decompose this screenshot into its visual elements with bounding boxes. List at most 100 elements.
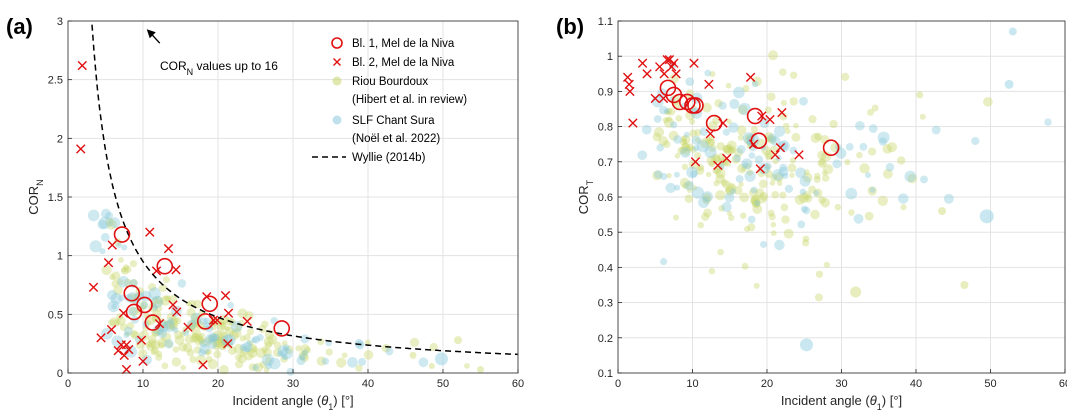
riou-bourdoux-point <box>666 172 672 179</box>
riou-bourdoux-point <box>780 203 789 212</box>
bl1-circle-marker <box>156 257 174 275</box>
riou-bourdoux-point <box>708 138 716 146</box>
riou-bourdoux-point <box>263 336 274 347</box>
riou-bourdoux-point <box>172 346 180 353</box>
slf-chant-sura-point <box>252 335 261 344</box>
slf-chant-sura-point <box>148 287 161 300</box>
x-label-subscript: 1 <box>877 402 882 412</box>
bl2-x-marker <box>669 58 679 68</box>
y-tick-label: 0.6 <box>598 192 613 204</box>
riou-bourdoux-point <box>746 169 754 176</box>
riou-bourdoux-point <box>233 343 244 354</box>
riou-bourdoux-point <box>793 122 799 129</box>
riou-bourdoux-point <box>681 138 688 145</box>
riou-bourdoux-point <box>704 136 712 144</box>
riou-bourdoux-point <box>689 129 697 138</box>
riou-bourdoux-point <box>750 125 759 133</box>
riou-bourdoux-point <box>737 163 747 174</box>
riou-bourdoux-point <box>304 346 311 354</box>
slf-chant-sura-point <box>641 124 652 135</box>
slf-chant-sura-point <box>754 155 764 165</box>
riou-bourdoux-point <box>701 102 712 113</box>
riou-bourdoux-point <box>822 164 834 175</box>
riou-bourdoux-point <box>681 163 689 171</box>
riou-bourdoux-point <box>150 348 158 356</box>
riou-bourdoux-point <box>118 257 124 263</box>
riou-bourdoux-point <box>255 347 267 359</box>
bl1-circle-marker <box>123 284 141 302</box>
riou-bourdoux-point <box>189 355 197 364</box>
riou-bourdoux-point <box>778 68 787 76</box>
legend-slf-label: SLF Chant Sura <box>352 115 435 127</box>
y-tick-label: 0.2 <box>598 333 613 345</box>
riou-bourdoux-point <box>240 346 250 355</box>
y-tick-label: 0.5 <box>48 309 63 321</box>
riou-bourdoux-point <box>726 182 737 194</box>
slf-chant-sura-point <box>744 170 756 182</box>
riou-bourdoux-point <box>706 155 717 166</box>
riou-bourdoux-point <box>247 340 254 347</box>
riou-bourdoux-point <box>111 279 120 288</box>
background-outlier-point <box>960 281 969 289</box>
riou-bourdoux-point <box>234 360 244 369</box>
slf-chant-sura-point <box>209 334 218 343</box>
slf-chant-sura-point <box>157 328 167 339</box>
riou-bourdoux-point <box>789 157 797 164</box>
riou-bourdoux-point <box>764 169 773 178</box>
slf-chant-sura-point <box>100 208 111 219</box>
riou-bourdoux-point <box>679 177 690 188</box>
riou-bourdoux-point <box>787 163 797 173</box>
riou-bourdoux-point <box>740 212 747 219</box>
slf-chant-sura-point <box>151 304 159 311</box>
riou-bourdoux-point <box>217 336 224 343</box>
legend-bl1-marker <box>331 37 343 49</box>
riou-bourdoux-point <box>702 192 712 202</box>
riou-bourdoux-point <box>724 146 734 156</box>
slf-chant-sura-point <box>87 209 100 222</box>
riou-bourdoux-point <box>182 343 193 353</box>
riou-bourdoux-point <box>301 350 307 357</box>
riou-bourdoux-point <box>681 143 690 152</box>
slf-chant-sura-point <box>203 317 211 325</box>
slf-chant-sura-point <box>855 120 865 131</box>
slf-chant-sura-point <box>778 166 789 177</box>
riou-bourdoux-point <box>155 305 163 312</box>
riou-bourdoux-point <box>147 283 157 292</box>
riou-bourdoux-point <box>764 164 771 171</box>
slf-chant-sura-point <box>673 135 682 144</box>
bl2-x-marker <box>765 114 775 125</box>
slf-chant-sura-point <box>795 167 806 179</box>
riou-bourdoux-point <box>231 328 242 338</box>
riou-bourdoux-point <box>715 168 726 179</box>
riou-bourdoux-point <box>766 92 776 101</box>
riou-bourdoux-point <box>817 150 827 160</box>
slf-chant-sura-point <box>105 211 114 220</box>
riou-bourdoux-point <box>772 158 779 165</box>
riou-bourdoux-point <box>169 316 179 325</box>
x-tick-label: 40 <box>362 378 374 390</box>
slf-chant-sura-point <box>660 172 668 181</box>
slf-chant-sura-point <box>704 69 712 77</box>
riou-bourdoux-point <box>717 248 724 256</box>
slf-chant-sura-point <box>111 303 117 310</box>
riou-bourdoux-point <box>722 144 732 154</box>
riou-bourdoux-point <box>197 337 206 345</box>
slf-chant-sura-point <box>741 158 753 170</box>
riou-bourdoux-point <box>770 230 777 237</box>
slf-chant-sura-point <box>767 133 777 143</box>
riou-bourdoux-point <box>662 116 669 124</box>
bl2-x-marker <box>775 143 786 153</box>
riou-bourdoux-point <box>213 337 224 348</box>
riou-bourdoux-point <box>803 169 810 176</box>
bl1-circle-marker <box>273 320 291 337</box>
x-label-end: ) [°] <box>333 393 353 408</box>
bl2-x-marker <box>88 282 99 293</box>
slf-chant-sura-point <box>282 344 290 351</box>
slf-chant-sura-point <box>268 357 281 370</box>
riou-bourdoux-point <box>699 137 710 149</box>
riou-bourdoux-point <box>207 359 218 370</box>
riou-bourdoux-point <box>753 200 761 208</box>
slf-chant-sura-point <box>733 86 745 99</box>
y-tick-label: 1 <box>57 251 63 263</box>
riou-bourdoux-point <box>725 82 732 89</box>
